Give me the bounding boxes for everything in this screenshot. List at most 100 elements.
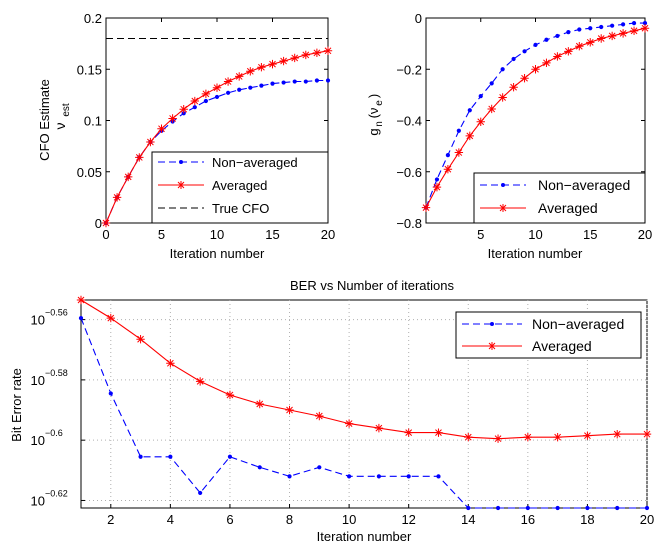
ber-point-1-11 xyxy=(404,428,413,437)
g-y-tick-label: −0.8 xyxy=(396,216,422,231)
ber-x-tick-label: 10 xyxy=(342,512,356,527)
g-x-tick-label: 15 xyxy=(583,227,597,242)
g-point-0-18 xyxy=(621,22,626,27)
g-y-axis-label-main: g xyxy=(366,128,381,135)
ber-y-tick-label-base: 10 xyxy=(31,313,45,328)
g-point-0-12 xyxy=(555,33,560,39)
g-point-0-7 xyxy=(500,67,505,72)
ber-point-0-14 xyxy=(495,505,501,511)
ber-point-1-6 xyxy=(255,399,264,409)
cfo-point-1-11 xyxy=(223,77,233,86)
ber-legend-box xyxy=(455,311,642,359)
cfo-point-0-19 xyxy=(314,78,319,83)
cfo-x-axis-label: Iteration number xyxy=(170,246,265,261)
g-point-1-15 xyxy=(586,38,595,47)
g-point-0-17 xyxy=(610,23,615,28)
ber-y-tick-label-exponent: −0.62 xyxy=(45,488,68,498)
ber-x-tick-label: 12 xyxy=(401,512,415,527)
cfo-point-0-9 xyxy=(203,98,208,104)
ber-y-tick-label-base: 10 xyxy=(31,493,45,508)
g-point-1-14 xyxy=(575,41,584,51)
g-legend-box xyxy=(473,172,646,224)
g-point-0-4 xyxy=(467,108,472,113)
g-point-0-5 xyxy=(478,94,483,99)
cfo-y-axis-label: CFO Estimate xyxy=(37,79,52,161)
ber-point-0-3 xyxy=(168,454,173,459)
g-x-tick-label: 20 xyxy=(638,227,652,242)
cfo-y-tick-label: 0.05 xyxy=(77,165,102,180)
ber-point-0-5 xyxy=(227,454,233,459)
g-point-1-1 xyxy=(432,182,442,192)
ber-point-0-0 xyxy=(78,315,84,321)
ber-x-tick-label: 8 xyxy=(286,512,293,527)
ber-point-0-17 xyxy=(585,505,590,511)
cfo-point-1-10 xyxy=(212,83,222,92)
g-point-0-11 xyxy=(544,37,549,42)
g-legend-label-averaged: Averaged xyxy=(538,200,598,216)
ber-point-0-8 xyxy=(317,465,322,470)
g-point-1-19 xyxy=(629,26,639,36)
cfo-y-tick-label: 0 xyxy=(95,216,102,231)
ber-x-ticks: 2 4 6 8 10 12 14 16 18 20 xyxy=(107,504,654,527)
ber-point-0-1 xyxy=(108,391,113,396)
ber-y-tick-label-exponent: −0.58 xyxy=(45,368,68,378)
cfo-point-0-17 xyxy=(292,79,297,84)
ber-x-tick-label: 16 xyxy=(521,512,535,527)
cfo-y-ticks: 0 0.05 0.1 0.15 0.2 xyxy=(77,11,328,231)
ber-y-tick-label-base: 10 xyxy=(31,433,45,448)
ber-point-1-0 xyxy=(76,295,86,305)
g-point-1-3 xyxy=(454,148,464,157)
ber-point-0-9 xyxy=(347,474,352,479)
g-point-0-6 xyxy=(489,81,494,86)
g-x-tick-label: 5 xyxy=(477,227,484,242)
ber-point-0-18 xyxy=(615,505,620,511)
g-point-1-4 xyxy=(465,131,474,141)
cfo-point-1-15 xyxy=(268,59,277,69)
cfo-point-1-16 xyxy=(279,56,288,66)
cfo-point-1-19 xyxy=(312,48,322,58)
g-point-0-14 xyxy=(577,27,582,32)
ber-point-1-17 xyxy=(583,431,592,440)
ber-x-axis-label: Iteration number xyxy=(317,529,412,544)
g-point-0-15 xyxy=(588,26,593,31)
g-point-1-8 xyxy=(509,82,518,92)
cfo-point-0-14 xyxy=(259,83,264,88)
g-point-0-9 xyxy=(522,49,527,54)
g-point-0-1 xyxy=(434,177,440,182)
cfo-point-1-18 xyxy=(301,50,310,60)
ber-point-1-4 xyxy=(195,377,205,386)
g-y-tick-label: −0.6 xyxy=(396,165,422,180)
cfo-point-1-9 xyxy=(201,89,211,99)
g-y-axis-label-sub-n: n xyxy=(374,121,385,127)
cfo-point-0-12 xyxy=(237,87,242,92)
ber-point-0-10 xyxy=(376,474,381,479)
g-point-1-17 xyxy=(607,31,617,41)
g-y-tick-label: 0 xyxy=(415,11,422,26)
ber-point-0-13 xyxy=(466,505,471,511)
ber-chart-title: BER vs Number of iterations xyxy=(290,278,455,293)
ber-point-0-2 xyxy=(138,454,143,459)
cfo-point-0-13 xyxy=(248,85,253,90)
g-y-tick-label: −0.4 xyxy=(396,114,422,129)
cfo-y-tick-label: 0.1 xyxy=(84,114,102,129)
ber-point-1-14 xyxy=(493,434,503,443)
cfo-point-1-2 xyxy=(124,172,133,182)
cfo-y-axis-subscript: est xyxy=(61,103,72,117)
g-point-1-12 xyxy=(553,52,562,61)
cfo-legend-marker-non-averaged xyxy=(179,160,183,164)
g-point-1-7 xyxy=(498,93,507,102)
ber-x-tick-label: 20 xyxy=(640,512,654,527)
ber-point-1-1 xyxy=(106,313,115,323)
ber-point-1-9 xyxy=(344,419,354,428)
cfo-point-1-8 xyxy=(190,96,199,106)
cfo-point-0-15 xyxy=(270,81,275,86)
g-y-ticks: −0.8 −0.6 −0.4 −0.2 0 xyxy=(396,11,645,231)
ber-point-1-15 xyxy=(523,432,533,442)
g-point-0-20 xyxy=(642,21,648,26)
g-point-1-16 xyxy=(597,34,606,43)
g-point-1-0 xyxy=(421,203,431,212)
ber-point-0-19 xyxy=(644,505,650,511)
ber-point-1-12 xyxy=(434,428,443,437)
g-y-axis-label-group: g n (ν e ) xyxy=(366,94,385,136)
